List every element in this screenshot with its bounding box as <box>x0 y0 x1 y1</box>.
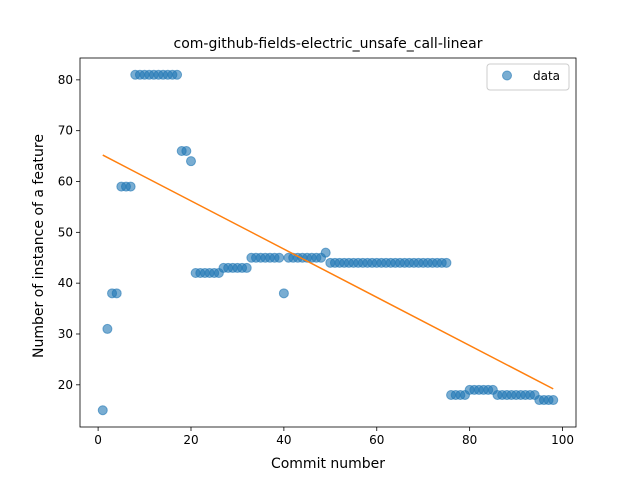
y-axis-label: Number of instance of a feature <box>31 134 47 358</box>
legend-box <box>486 63 570 91</box>
data-point <box>172 69 183 80</box>
y-tick-label: 60 <box>58 175 73 189</box>
data-point <box>441 257 452 268</box>
data-point <box>97 405 108 416</box>
x-tick-label: 20 <box>183 433 198 447</box>
legend-label-data: data <box>533 69 560 83</box>
data-point <box>111 288 122 299</box>
trend-line <box>102 154 554 390</box>
y-tick-label: 50 <box>58 225 73 239</box>
x-tick-label: 100 <box>551 433 574 447</box>
x-tick-label: 0 <box>94 433 102 447</box>
y-tick-label: 30 <box>58 327 73 341</box>
y-tick-label: 70 <box>58 124 73 138</box>
plot-frame <box>79 57 577 428</box>
data-point <box>185 156 196 167</box>
data-point <box>181 146 192 157</box>
chart-title: com-github-fields-electric_unsafe_call-l… <box>174 36 483 52</box>
data-point <box>241 262 252 273</box>
data-point <box>125 181 136 192</box>
x-tick-label: 80 <box>462 433 477 447</box>
data-point <box>274 252 285 263</box>
y-tick-label: 40 <box>58 276 73 290</box>
x-tick-label: 40 <box>276 433 291 447</box>
x-axis-label: Commit number <box>271 456 385 472</box>
legend: data <box>486 63 570 91</box>
data-point <box>320 247 331 258</box>
y-tick-label: 20 <box>58 378 73 392</box>
data-point <box>548 395 559 406</box>
y-tick-label: 80 <box>58 73 73 87</box>
x-tick-label: 60 <box>369 433 384 447</box>
legend-marker-data <box>502 70 512 81</box>
data-point <box>278 288 289 299</box>
plot-area: 0 20 40 60 80 100 20 30 40 50 60 70 80 <box>58 57 577 447</box>
data-point <box>102 323 113 334</box>
